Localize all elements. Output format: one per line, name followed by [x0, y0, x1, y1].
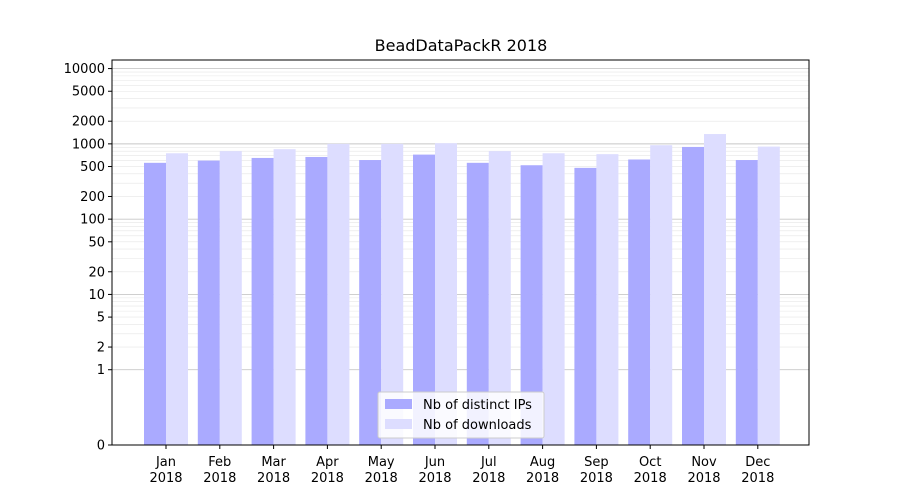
x-tick-label: Jun 2018 — [418, 455, 451, 486]
y-tick-label: 100 — [80, 213, 105, 228]
bar — [704, 134, 726, 446]
y-tick-label: 2 — [97, 341, 105, 356]
x-tick-label: Dec 2018 — [741, 455, 774, 486]
x-tick-label: Jan 2018 — [149, 455, 182, 486]
y-tick-label: 5 — [97, 311, 105, 326]
legend-label: Nb of downloads — [423, 418, 532, 433]
bar — [596, 154, 619, 446]
chart-title: BeadDataPackR 2018 — [375, 36, 548, 55]
y-axis: 0 1 2 5 10 20 50 100 200 500 1000 2000 5000 10000 — [64, 62, 112, 454]
x-tick-label: Aug 2018 — [526, 455, 559, 486]
bar — [757, 146, 780, 445]
bars — [144, 134, 780, 446]
y-tick-label: 10 — [88, 288, 105, 303]
y-tick-label: 0 — [97, 439, 105, 454]
x-tick-label: Sep 2018 — [580, 455, 613, 486]
x-tick-label: Feb 2018 — [203, 455, 236, 486]
y-tick-label: 20 — [88, 265, 105, 280]
bar — [305, 156, 328, 446]
bar — [197, 160, 220, 445]
y-tick-label: 50 — [88, 235, 105, 250]
bar — [542, 153, 565, 445]
bar — [273, 149, 296, 445]
bar — [144, 162, 166, 446]
x-tick-label: Mar 2018 — [257, 455, 290, 486]
bar — [488, 151, 511, 445]
bar — [520, 165, 543, 445]
bar — [650, 145, 673, 446]
y-tick-label: 10000 — [64, 62, 105, 77]
y-tick-label: 5000 — [72, 85, 105, 100]
plot-frame — [111, 59, 810, 446]
x-tick-label: May 2018 — [365, 455, 398, 486]
x-tick-label: Jul 2018 — [472, 455, 505, 486]
bar — [219, 151, 242, 445]
legend-swatch — [385, 399, 412, 409]
legend-swatch — [385, 419, 412, 429]
y-tick-label: 200 — [80, 190, 105, 205]
bar — [682, 146, 704, 446]
x-tick-label: Nov 2018 — [687, 455, 720, 486]
y-tick-label: 1000 — [72, 137, 105, 152]
bar — [628, 159, 651, 445]
bar — [574, 167, 597, 445]
bar — [166, 153, 188, 445]
y-tick-label: 500 — [80, 160, 105, 175]
y-tick-label: 2000 — [72, 115, 105, 130]
bar — [435, 143, 457, 445]
bar — [327, 143, 350, 445]
bar — [413, 154, 435, 445]
bar — [735, 160, 758, 445]
legend-box — [377, 391, 545, 439]
x-tick-label: Apr 2018 — [311, 455, 344, 486]
bar — [251, 157, 274, 446]
x-tick-label: Oct 2018 — [634, 455, 667, 486]
bar — [466, 162, 489, 446]
y-tick-label: 1 — [97, 363, 105, 378]
bar — [359, 160, 382, 445]
legend: Nb of distinct IPs Nb of downloads — [377, 391, 545, 439]
legend-label: Nb of distinct IPs — [423, 398, 532, 413]
bar — [381, 143, 404, 445]
x-axis: Jan 2018 Feb 2018 Mar 2018 Apr 2018 May 2018 Jun 20… — [149, 445, 774, 486]
